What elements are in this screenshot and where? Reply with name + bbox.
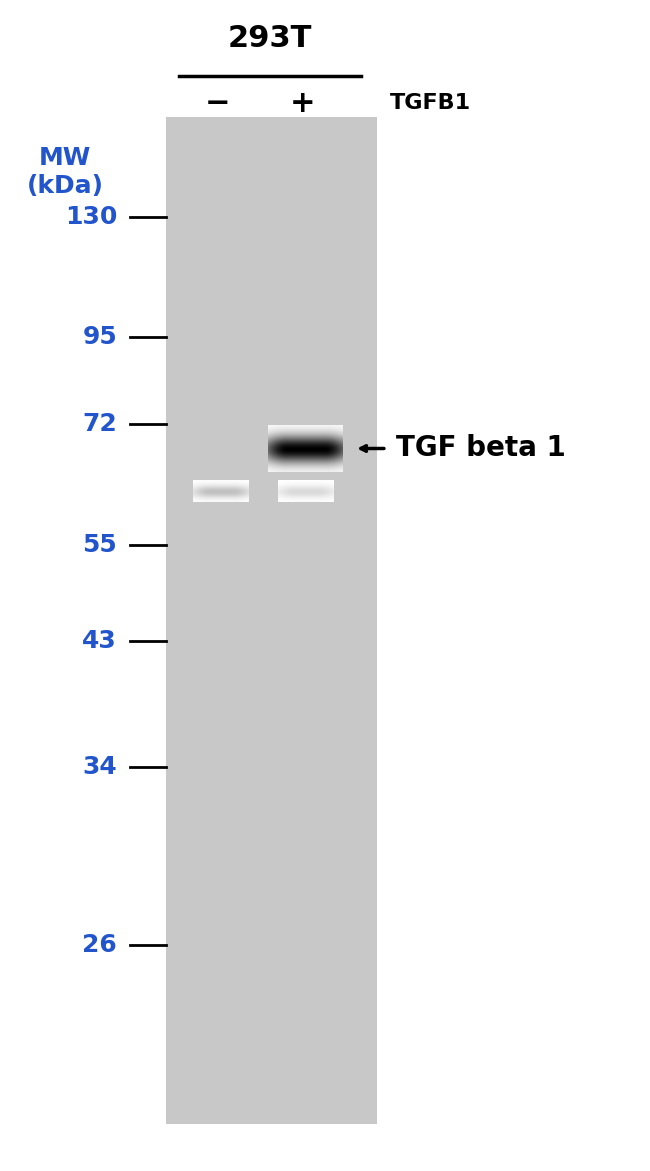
Text: +: + (289, 89, 315, 117)
FancyBboxPatch shape (166, 117, 377, 1124)
Text: 34: 34 (83, 755, 117, 779)
Text: −: − (205, 89, 231, 117)
Text: 43: 43 (83, 629, 117, 652)
Text: TGF beta 1: TGF beta 1 (396, 434, 566, 463)
Text: 72: 72 (83, 412, 117, 436)
Text: 130: 130 (64, 205, 117, 228)
Text: MW
(kDa): MW (kDa) (27, 146, 103, 198)
Text: 55: 55 (83, 533, 117, 556)
Text: 293T: 293T (227, 23, 312, 53)
Text: 26: 26 (83, 933, 117, 957)
Text: 95: 95 (83, 326, 117, 349)
Text: TGFB1: TGFB1 (390, 93, 471, 114)
